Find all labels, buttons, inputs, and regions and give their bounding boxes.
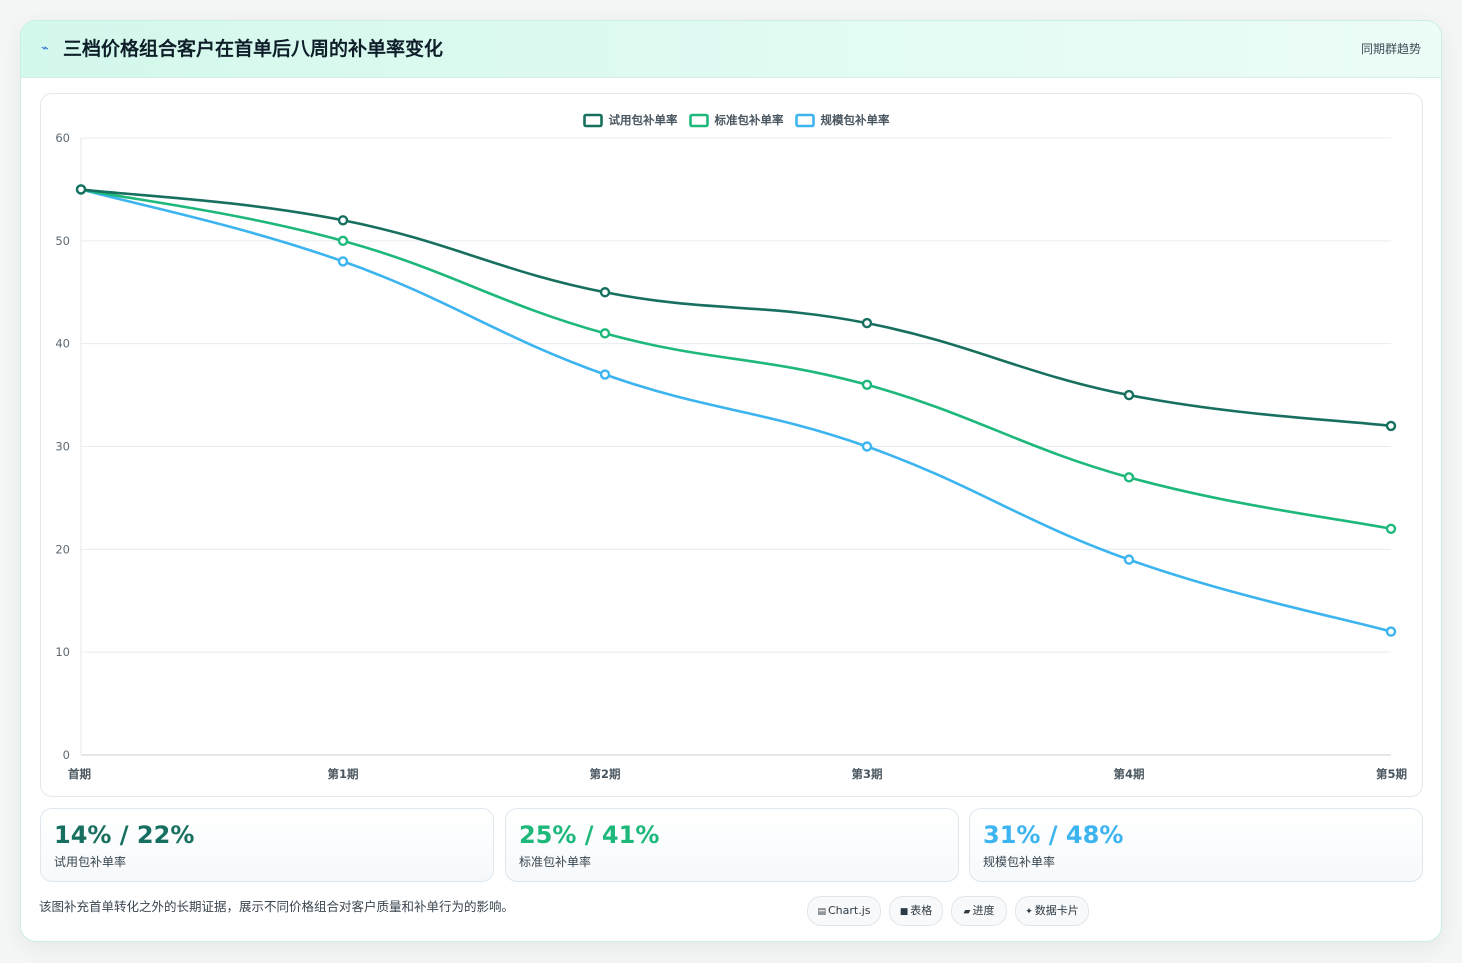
series-line xyxy=(80,188,1392,531)
table-icon: ■ xyxy=(899,907,909,917)
y-tick-label: 30 xyxy=(55,440,70,454)
data-point xyxy=(599,369,611,380)
chip-label: 数据卡片 xyxy=(1034,904,1079,917)
data-point xyxy=(1385,523,1397,534)
data-point xyxy=(599,287,611,298)
stat-value: 31% / 48% xyxy=(983,821,1124,849)
stat-card-scale: 31% / 48% 规模包补单率 xyxy=(969,808,1423,882)
cohort-trend-tag: 同期群趋势 xyxy=(1360,42,1421,56)
data-point xyxy=(337,256,349,267)
chip-label: 进度 xyxy=(972,904,995,917)
data-point xyxy=(1123,472,1135,483)
chip-chartjs[interactable]: ▤ Chart.js xyxy=(807,896,881,926)
y-tick-label: 60 xyxy=(55,131,70,145)
chip-progress[interactable]: ▰ 进度 xyxy=(951,896,1007,926)
series-line xyxy=(80,188,1392,633)
y-tick-label: 20 xyxy=(55,542,70,556)
y-tick-label: 50 xyxy=(55,234,70,248)
stat-label: 试用包补单率 xyxy=(54,855,127,869)
x-tick-label: 首期 xyxy=(68,767,91,781)
data-point xyxy=(337,235,349,247)
x-tick-label: 第4期 xyxy=(1113,767,1144,781)
stat-label: 标准包补单率 xyxy=(519,855,592,869)
y-tick-label: 0 xyxy=(63,748,70,762)
data-point xyxy=(337,215,349,226)
legend-label: 标准包补单率 xyxy=(714,113,784,127)
legend-label: 试用包补单率 xyxy=(609,113,678,127)
x-tick-label: 第3期 xyxy=(851,767,882,781)
chip-label: 表格 xyxy=(910,904,933,917)
chart-icon: ▤ xyxy=(817,907,826,917)
footnote: 该图补充首单转化之外的长期证据，展示不同价格组合对客户质量和补单行为的影响。 xyxy=(39,899,515,914)
chart-panel: 0 10 20 30 40 50 60 首期 第1期 第2期 第3期 第4期 第5期 试用包补单率 标准包补… xyxy=(40,93,1423,797)
chip-data-cards[interactable]: ✦ 数据卡片 xyxy=(1015,896,1089,926)
series-line xyxy=(80,188,1392,428)
data-point xyxy=(75,184,87,195)
stat-card-standard: 25% / 41% 标准包补单率 xyxy=(505,808,959,882)
line-chart: 0 10 20 30 40 50 60 首期 第1期 第2期 第3期 第4期 第5期 试用包补单率 标准包补… xyxy=(55,113,1407,781)
sparkle-icon: ✦ xyxy=(1025,907,1033,917)
stat-value: 14% / 22% xyxy=(54,821,195,849)
card-title: 三档价格组合客户在首单后八周的补单率变化 xyxy=(63,38,444,60)
data-point xyxy=(1123,389,1135,401)
data-point xyxy=(1385,626,1397,637)
progress-icon: ▰ xyxy=(963,907,971,917)
stat-label: 规模包补单率 xyxy=(983,855,1056,869)
sparkline-icon: ⌁ xyxy=(41,41,49,56)
data-point xyxy=(861,379,873,390)
chip-table[interactable]: ■ 表格 xyxy=(889,896,943,926)
stat-value: 25% / 41% xyxy=(519,821,660,849)
data-point xyxy=(861,317,873,329)
card-header: ⌁ 三档价格组合客户在首单后八周的补单率变化 同期群趋势 xyxy=(21,21,1441,78)
x-tick-label: 第1期 xyxy=(327,767,358,781)
legend-swatch xyxy=(795,113,815,128)
data-point xyxy=(861,441,873,452)
y-tick-label: 40 xyxy=(55,337,70,351)
legend-swatch xyxy=(689,113,709,128)
chip-label: Chart.js xyxy=(828,904,871,917)
legend-swatch xyxy=(583,113,603,128)
data-point xyxy=(599,328,611,339)
x-tick-label: 第5期 xyxy=(1376,767,1407,781)
legend-label: 规模包补单率 xyxy=(821,113,890,127)
x-tick-label: 第2期 xyxy=(589,767,620,781)
data-point xyxy=(1123,554,1135,565)
y-tick-label: 10 xyxy=(55,645,70,659)
chart-card: ⌁ 三档价格组合客户在首单后八周的补单率变化 同期群趋势 0 10 20 30 40 50… xyxy=(20,20,1442,942)
data-point xyxy=(1385,420,1397,432)
stat-card-trial: 14% / 22% 试用包补单率 xyxy=(40,808,494,882)
